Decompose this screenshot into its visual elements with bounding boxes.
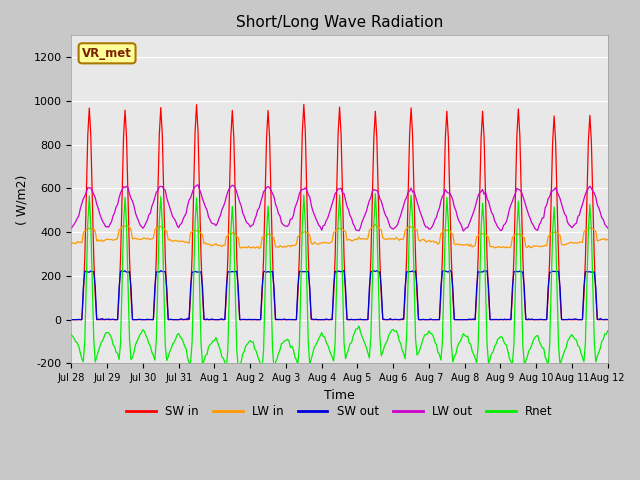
Title: Short/Long Wave Radiation: Short/Long Wave Radiation — [236, 15, 444, 30]
Legend: SW in, LW in, SW out, LW out, Rnet: SW in, LW in, SW out, LW out, Rnet — [122, 401, 557, 423]
X-axis label: Time: Time — [324, 389, 355, 402]
Y-axis label: ( W/m2): ( W/m2) — [15, 174, 28, 225]
Text: VR_met: VR_met — [82, 47, 132, 60]
